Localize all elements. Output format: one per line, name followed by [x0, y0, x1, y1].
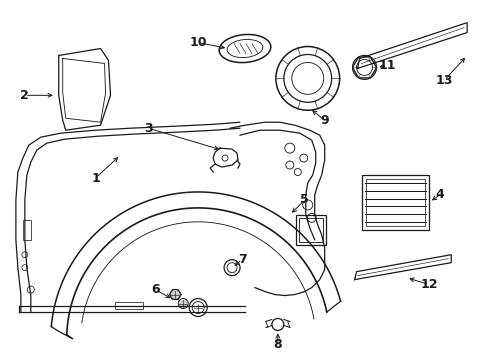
Text: 8: 8 — [273, 338, 282, 351]
Bar — [115, 302, 143, 310]
Text: 1: 1 — [91, 171, 100, 185]
Text: 13: 13 — [435, 74, 452, 87]
Text: 5: 5 — [300, 193, 308, 206]
Text: 12: 12 — [420, 278, 437, 291]
Text: 4: 4 — [435, 188, 444, 202]
Bar — [23, 220, 31, 240]
Text: 10: 10 — [189, 36, 206, 49]
Text: 7: 7 — [237, 253, 246, 266]
Bar — [295, 215, 325, 245]
Bar — [298, 218, 322, 242]
Text: 11: 11 — [378, 59, 395, 72]
Text: 3: 3 — [144, 122, 152, 135]
Bar — [361, 175, 428, 230]
Text: 9: 9 — [320, 114, 328, 127]
Text: 2: 2 — [20, 89, 29, 102]
Bar — [365, 179, 425, 226]
Text: 6: 6 — [151, 283, 159, 296]
